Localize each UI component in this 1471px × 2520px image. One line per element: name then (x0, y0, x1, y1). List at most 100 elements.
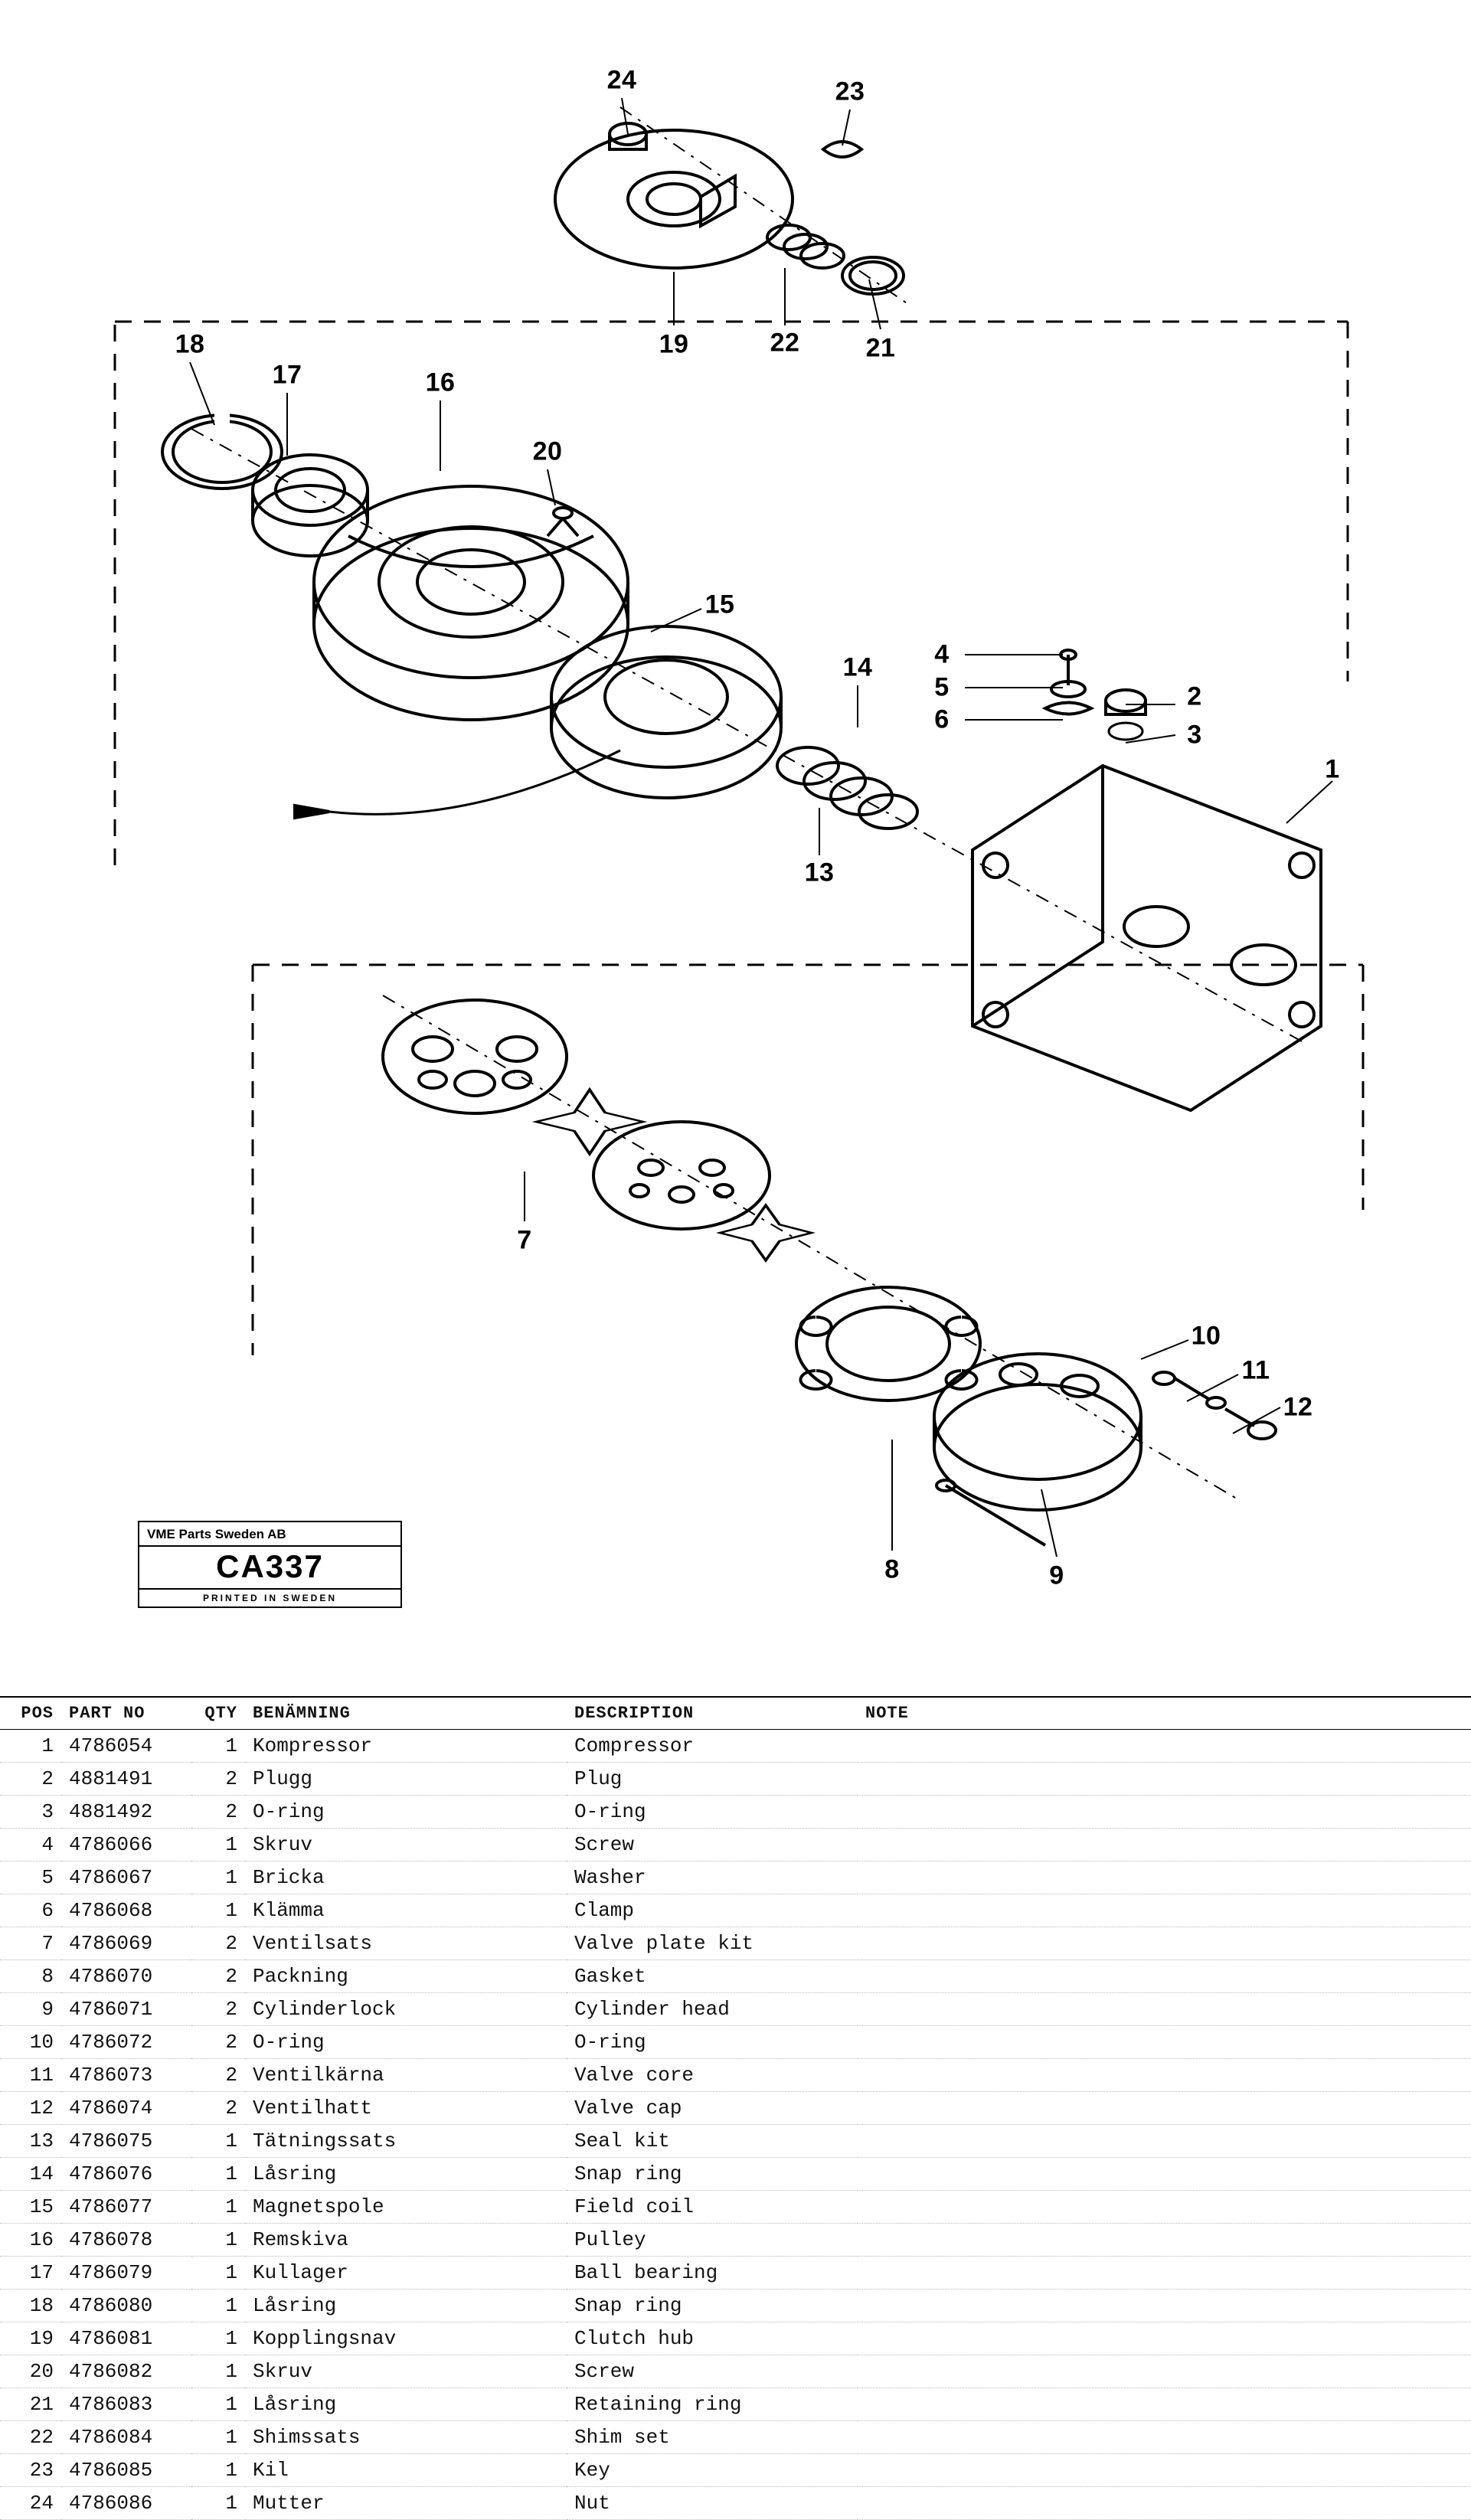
cell-de: Ventilhatt (245, 2092, 567, 2125)
cell-de: Kopplingsnav (245, 2322, 567, 2355)
cell-qty: 1 (191, 2487, 245, 2520)
cell-qty: 1 (191, 2322, 245, 2355)
cell-nt (858, 2125, 1471, 2158)
cell-pos: 2 (0, 1763, 61, 1796)
table-row: 2247860841ShimssatsShim set (0, 2421, 1471, 2454)
parts-table: POS PART NO QTY BENÄMNING DESCRIPTION NO… (0, 1696, 1471, 2520)
cell-pn: 4786083 (61, 2388, 191, 2421)
table-row: 1947860811KopplingsnavClutch hub (0, 2322, 1471, 2355)
cell-pos: 7 (0, 1927, 61, 1960)
cell-pos: 24 (0, 2487, 61, 2520)
table-row: 2047860821SkruvScrew (0, 2355, 1471, 2388)
cell-qty: 2 (191, 1763, 245, 1796)
col-pos: POS (0, 1697, 61, 1730)
cell-pn: 4786066 (61, 1829, 191, 1861)
callout-19: 19 (659, 330, 689, 360)
cell-pn: 4786075 (61, 2125, 191, 2158)
cell-de: Ventilsats (245, 1927, 567, 1960)
cell-pos: 14 (0, 2158, 61, 2191)
cell-pn: 4786068 (61, 1894, 191, 1927)
cell-en: Seal kit (567, 2125, 858, 2158)
cell-en: Gasket (567, 1960, 858, 1993)
cell-nt (858, 2092, 1471, 2125)
cell-nt (858, 2290, 1471, 2322)
cell-pn: 4786076 (61, 2158, 191, 2191)
cell-en: O-ring (567, 1796, 858, 1829)
cell-de: Skruv (245, 1829, 567, 1861)
cell-pos: 11 (0, 2059, 61, 2092)
cell-en: Valve cap (567, 2092, 858, 2125)
cell-nt (858, 1960, 1471, 1993)
cell-en: Washer (567, 1861, 858, 1894)
cell-nt (858, 1763, 1471, 1796)
table-row: 847860702PackningGasket (0, 1960, 1471, 1993)
cell-qty: 1 (191, 2158, 245, 2191)
cell-pos: 3 (0, 1796, 61, 1829)
stamp-printed: PRINTED IN SWEDEN (139, 1590, 400, 1606)
col-note: NOTE (858, 1697, 1471, 1730)
callout-21: 21 (866, 334, 896, 364)
cell-de: O-ring (245, 1796, 567, 1829)
cell-pn: 4881491 (61, 1763, 191, 1796)
cell-de: O-ring (245, 2026, 567, 2059)
cell-qty: 1 (191, 2454, 245, 2487)
cell-en: O-ring (567, 2026, 858, 2059)
table-row: 1347860751TätningssatsSeal kit (0, 2125, 1471, 2158)
cell-qty: 2 (191, 1796, 245, 1829)
table-row: 147860541KompressorCompressor (0, 1730, 1471, 1763)
cell-de: Kil (245, 2454, 567, 2487)
cell-de: Skruv (245, 2355, 567, 2388)
parts-table-head: POS PART NO QTY BENÄMNING DESCRIPTION NO… (0, 1697, 1471, 1730)
cell-pn: 4786079 (61, 2257, 191, 2290)
cell-nt (858, 2388, 1471, 2421)
col-pn: PART NO (61, 1697, 191, 1730)
cell-de: Remskiva (245, 2224, 567, 2257)
cell-nt (858, 2224, 1471, 2257)
cell-pos: 6 (0, 1894, 61, 1927)
cell-pn: 4786078 (61, 2224, 191, 2257)
table-row: 1847860801LåsringSnap ring (0, 2290, 1471, 2322)
cell-de: Mutter (245, 2487, 567, 2520)
cell-en: Shim set (567, 2421, 858, 2454)
callout-2: 2 (1187, 682, 1201, 712)
cell-qty: 1 (191, 2388, 245, 2421)
cell-qty: 2 (191, 2059, 245, 2092)
callout-6: 6 (934, 705, 949, 735)
cell-pos: 18 (0, 2290, 61, 2322)
callout-22: 22 (770, 328, 800, 358)
table-row: 1447860761LåsringSnap ring (0, 2158, 1471, 2191)
cell-pos: 9 (0, 1993, 61, 2026)
cell-nt (858, 2421, 1471, 2454)
cell-en: Ball bearing (567, 2257, 858, 2290)
cell-nt (858, 2355, 1471, 2388)
cell-qty: 1 (191, 2191, 245, 2224)
cell-pos: 19 (0, 2322, 61, 2355)
bracket-lines (115, 322, 1363, 1355)
cell-en: Screw (567, 1829, 858, 1861)
cell-nt (858, 1730, 1471, 1763)
cell-de: Bricka (245, 1861, 567, 1894)
cell-de: Kullager (245, 2257, 567, 2290)
diagram-svg (0, 0, 1471, 1696)
cell-de: Låsring (245, 2158, 567, 2191)
table-row: 2347860851KilKey (0, 2454, 1471, 2487)
cell-pn: 4786067 (61, 1861, 191, 1894)
table-row: 547860671BrickaWasher (0, 1861, 1471, 1894)
callout-10: 10 (1192, 1322, 1221, 1352)
cell-de: Magnetspole (245, 2191, 567, 2224)
callout-12: 12 (1283, 1393, 1313, 1423)
cell-nt (858, 1861, 1471, 1894)
cell-nt (858, 1829, 1471, 1861)
cell-de: Ventilkärna (245, 2059, 567, 2092)
cell-nt (858, 2158, 1471, 2191)
table-row: 1247860742VentilhattValve cap (0, 2092, 1471, 2125)
cell-pn: 4786081 (61, 2322, 191, 2355)
table-row: 447860661SkruvScrew (0, 1829, 1471, 1861)
callout-1: 1 (1325, 755, 1339, 785)
cell-nt (858, 2454, 1471, 2487)
table-row: 747860692VentilsatsValve plate kit (0, 1927, 1471, 1960)
cell-en: Retaining ring (567, 2388, 858, 2421)
callout-16: 16 (426, 368, 456, 398)
callout-5: 5 (934, 673, 949, 703)
callout-4: 4 (934, 640, 949, 670)
